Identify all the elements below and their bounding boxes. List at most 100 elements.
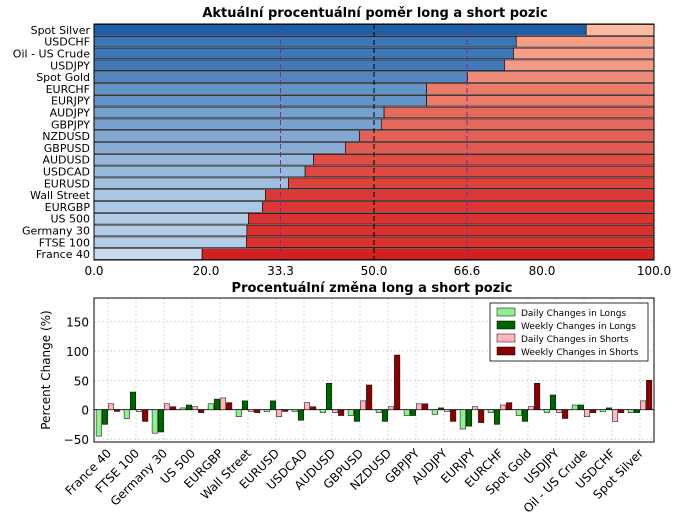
change-bar: [577, 404, 584, 410]
change-bar: [185, 404, 192, 410]
change-bar: [487, 409, 494, 413]
change-bar: [248, 409, 255, 412]
change-y-tick-label: −50: [64, 433, 89, 447]
change-chart: Procentuální změna long a short pozic 15…: [39, 281, 655, 516]
ratio-category-label: EURJPY: [51, 95, 90, 108]
change-bar: [459, 409, 466, 430]
short-bar: [246, 236, 655, 248]
change-bar: [263, 409, 270, 412]
legend-box: [489, 302, 649, 362]
ratio-category-label: GBPJPY: [51, 118, 90, 131]
change-bar: [304, 402, 311, 410]
change-bar: [409, 409, 416, 416]
long-bar: [93, 248, 203, 260]
ratio-category-label: FTSE 100: [39, 236, 90, 249]
change-bar: [136, 409, 143, 412]
change-bar: [164, 403, 171, 410]
change-bar: [332, 409, 339, 413]
change-bar: [220, 397, 227, 410]
change-bar: [291, 409, 298, 412]
ratio-bars: [93, 24, 655, 260]
ratio-chart-title: Aktuální procentuální poměr long a short…: [202, 6, 547, 21]
short-bar: [265, 189, 655, 201]
change-y-axis-label: Percent Change (%): [39, 310, 53, 430]
change-y-tick-label: 0: [81, 404, 89, 418]
change-bar: [297, 409, 304, 421]
change-bar: [493, 409, 500, 425]
change-bar: [108, 403, 115, 410]
change-bar: [521, 409, 528, 422]
ratio-x-tick-label: 66.6: [454, 264, 481, 278]
ratio-x-tick-label: 0.0: [84, 264, 103, 278]
long-bar: [93, 224, 248, 237]
change-y-ticks: 150 100 50 0 −50: [64, 316, 89, 448]
long-bar: [93, 95, 427, 107]
ratio-guide-lines: [279, 24, 468, 260]
change-bar: [95, 409, 102, 437]
ratio-category-label: US 500: [50, 213, 90, 226]
short-bar: [246, 224, 655, 237]
change-bar: [282, 409, 289, 412]
change-bar: [590, 409, 597, 413]
short-bar: [383, 106, 655, 119]
short-bar: [513, 47, 655, 60]
change-bar: [528, 406, 535, 410]
change-bar: [254, 409, 261, 413]
change-bar: [416, 403, 423, 410]
ratio-x-tick-label: 100.0: [637, 264, 671, 278]
change-bar: [515, 409, 522, 416]
short-bar: [585, 24, 655, 36]
change-bar: [123, 409, 130, 419]
change-plot-frame: [93, 297, 655, 443]
change-y-tick-label: 50: [74, 374, 89, 388]
change-bar: [179, 407, 186, 410]
ratio-category-label: EURCHF: [46, 83, 90, 96]
ratio-category-label: Germany 30: [22, 225, 90, 238]
change-legend: Daily Changes in Longs Weekly Changes in …: [489, 302, 649, 362]
change-bar: [198, 409, 205, 413]
change-bar: [437, 407, 444, 410]
change-bar: [618, 409, 625, 413]
legend-label: Weekly Changes in Longs: [521, 322, 636, 332]
ratio-category-label: NZDUSD: [42, 130, 90, 143]
change-bar: [319, 409, 326, 413]
long-bar: [93, 213, 249, 225]
legend-label: Daily Changes in Shorts: [521, 335, 629, 345]
ratio-category-label: Wall Street: [30, 189, 91, 202]
ratio-x-tick-label: 50.0: [361, 264, 388, 278]
long-bar: [93, 59, 505, 72]
short-bar: [313, 154, 655, 166]
short-bar: [515, 35, 655, 48]
change-bar: [338, 409, 345, 416]
change-bar: [465, 409, 472, 427]
change-bar: [101, 409, 108, 425]
ratio-x-tick-label: 80.0: [529, 264, 556, 278]
change-bar: [599, 409, 606, 412]
change-bar: [633, 409, 640, 413]
change-bar: [450, 409, 457, 422]
change-y-tick-label: 100: [66, 345, 89, 359]
change-bars: [95, 354, 653, 437]
change-bar: [269, 400, 276, 410]
ratio-plot-frame: [93, 23, 655, 261]
short-bar: [426, 83, 655, 95]
change-bar: [360, 400, 367, 410]
change-bar: [142, 409, 149, 422]
long-bar: [93, 165, 306, 178]
ratio-x-ticks: 0.0 20.0 33.3 50.0 66.6 80.0 100.0: [84, 264, 671, 278]
change-bar: [151, 409, 158, 434]
ratio-x-tick-label: 33.3: [267, 264, 294, 278]
change-bar: [207, 403, 214, 410]
change-chart-title: Procentuální změna long a short pozic: [232, 281, 513, 296]
change-bar: [556, 409, 563, 413]
change-bar: [366, 384, 373, 410]
short-bar: [201, 248, 655, 260]
long-bar: [93, 177, 289, 189]
change-bar: [646, 380, 653, 410]
long-bar: [93, 201, 263, 213]
change-bar: [381, 409, 388, 422]
long-bar: [93, 106, 385, 119]
